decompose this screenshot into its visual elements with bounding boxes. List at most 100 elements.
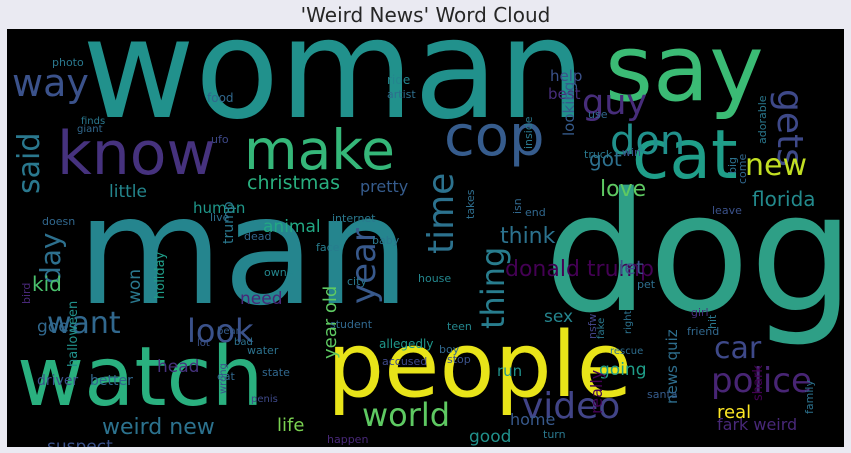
word: better: [90, 373, 133, 389]
word: little: [109, 182, 147, 202]
word: said: [12, 132, 47, 194]
word: head: [157, 357, 200, 377]
word: end: [525, 206, 546, 219]
word: run: [497, 362, 523, 380]
word: want: [47, 306, 121, 341]
word: state: [262, 366, 290, 379]
word: truck: [584, 148, 613, 161]
word: right: [623, 310, 634, 335]
word: kid: [32, 272, 62, 296]
word: photo: [52, 56, 84, 69]
word: pet: [637, 278, 656, 291]
word: friend: [687, 325, 720, 338]
word: pretty: [360, 177, 409, 196]
word: man: [77, 165, 411, 339]
word: fake: [596, 317, 607, 339]
word: won: [125, 268, 145, 304]
word: woman: [82, 29, 586, 150]
word: hit: [706, 314, 719, 329]
word: holiday: [153, 251, 168, 299]
word: city: [347, 275, 367, 288]
word: let: [619, 257, 644, 279]
word: happen: [327, 433, 369, 446]
word: lot: [197, 338, 210, 349]
word: good: [469, 427, 512, 447]
word: use: [588, 108, 608, 121]
word: florida: [752, 187, 816, 211]
word: looking: [560, 81, 578, 136]
word: car: [714, 331, 762, 366]
word: doesn: [42, 215, 76, 228]
word: water: [247, 344, 279, 357]
word: driver: [37, 373, 79, 389]
word: donald trump: [505, 257, 654, 282]
word: baby: [372, 234, 400, 247]
word: fark weird: [717, 415, 798, 434]
word: santa: [647, 388, 678, 401]
word: guy: [582, 83, 648, 123]
word: takes: [464, 189, 477, 219]
word: really: [587, 369, 606, 414]
word: boy: [439, 343, 460, 356]
word: leave: [712, 204, 742, 217]
word: going: [599, 360, 647, 380]
word: ufo: [211, 133, 229, 146]
word: sex: [544, 307, 574, 327]
word: think: [500, 224, 556, 249]
word: giant: [77, 124, 103, 135]
word: suspect: [47, 437, 113, 448]
word: teen: [447, 320, 472, 333]
word: live: [210, 211, 230, 224]
word: accused: [382, 355, 428, 368]
word: bird: [20, 282, 33, 304]
word: face: [316, 241, 340, 254]
word: inside: [522, 116, 535, 149]
word: home: [510, 410, 556, 429]
word: human: [193, 199, 246, 217]
word: say: [605, 29, 764, 122]
word: family: [803, 380, 816, 414]
word: watch: [17, 330, 264, 425]
word: cop: [444, 104, 545, 169]
word: rescue: [610, 346, 644, 357]
word: new: [745, 148, 808, 183]
word: world: [362, 396, 451, 434]
word: make: [244, 118, 396, 182]
chart-title: 'Weird News' Word Cloud: [300, 3, 551, 27]
word: bear: [217, 326, 240, 337]
word: people: [327, 313, 633, 418]
word: stop: [447, 353, 471, 366]
word: finds: [81, 116, 106, 127]
word: love: [600, 177, 647, 202]
word: shark: [751, 365, 766, 401]
word: allegedly: [379, 337, 434, 351]
word: time: [421, 172, 462, 254]
word: way: [12, 61, 89, 105]
word: ride: [387, 73, 411, 87]
word: animal: [263, 217, 321, 237]
word: don: [610, 118, 686, 164]
word: come: [736, 153, 749, 184]
word: food: [207, 91, 234, 105]
word-cloud-canvas: woman say know make cop cat man dog watc…: [7, 29, 844, 447]
word: got: [589, 147, 622, 171]
word: look: [187, 312, 254, 350]
word: girl: [691, 306, 709, 319]
word: penis: [251, 394, 278, 405]
word: house: [418, 272, 452, 285]
word: real: [717, 402, 752, 423]
word: bad: [234, 337, 253, 348]
word: artist: [387, 88, 416, 101]
word: life: [277, 415, 305, 436]
word: wrong: [218, 363, 229, 394]
word: dead: [244, 230, 272, 243]
word: help: [550, 67, 583, 85]
word: eat: [217, 370, 235, 383]
word: student: [330, 318, 373, 331]
word: cat: [632, 116, 738, 195]
word: goes: [37, 317, 78, 337]
word: isn: [511, 198, 524, 214]
word: weird new: [102, 415, 215, 440]
word: adorable: [756, 95, 769, 144]
word: owner: [264, 266, 298, 279]
